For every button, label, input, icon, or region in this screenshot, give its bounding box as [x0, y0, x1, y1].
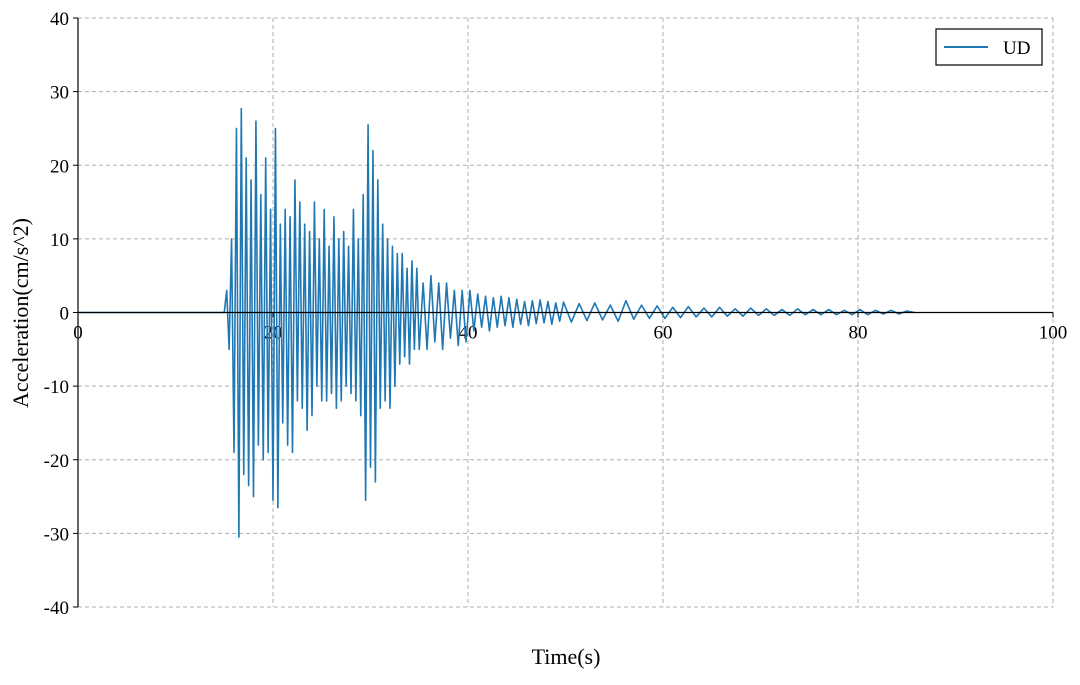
- legend-label: UD: [1003, 38, 1030, 59]
- y-tick-label: -10: [44, 377, 69, 398]
- x-tick-label: 80: [849, 323, 868, 344]
- y-tick-label: 20: [50, 156, 69, 177]
- y-tick-label: 40: [50, 9, 69, 30]
- x-axis-label: Time(s): [532, 644, 601, 669]
- data-line: [78, 107, 915, 538]
- y-axis-label: Acceleration(cm/s^2): [8, 218, 33, 408]
- y-tick-label: 30: [50, 83, 69, 104]
- legend: UD: [935, 28, 1043, 66]
- y-tick-label: 10: [50, 230, 69, 251]
- x-tick-label: 20: [264, 323, 283, 344]
- y-tick-label: -30: [44, 524, 69, 545]
- y-tick-label: -20: [44, 451, 69, 472]
- y-tick-label: 0: [60, 304, 70, 325]
- y-tick-label: -40: [44, 598, 69, 619]
- x-tick-label: 100: [1039, 323, 1068, 344]
- x-tick-label: 60: [654, 323, 673, 344]
